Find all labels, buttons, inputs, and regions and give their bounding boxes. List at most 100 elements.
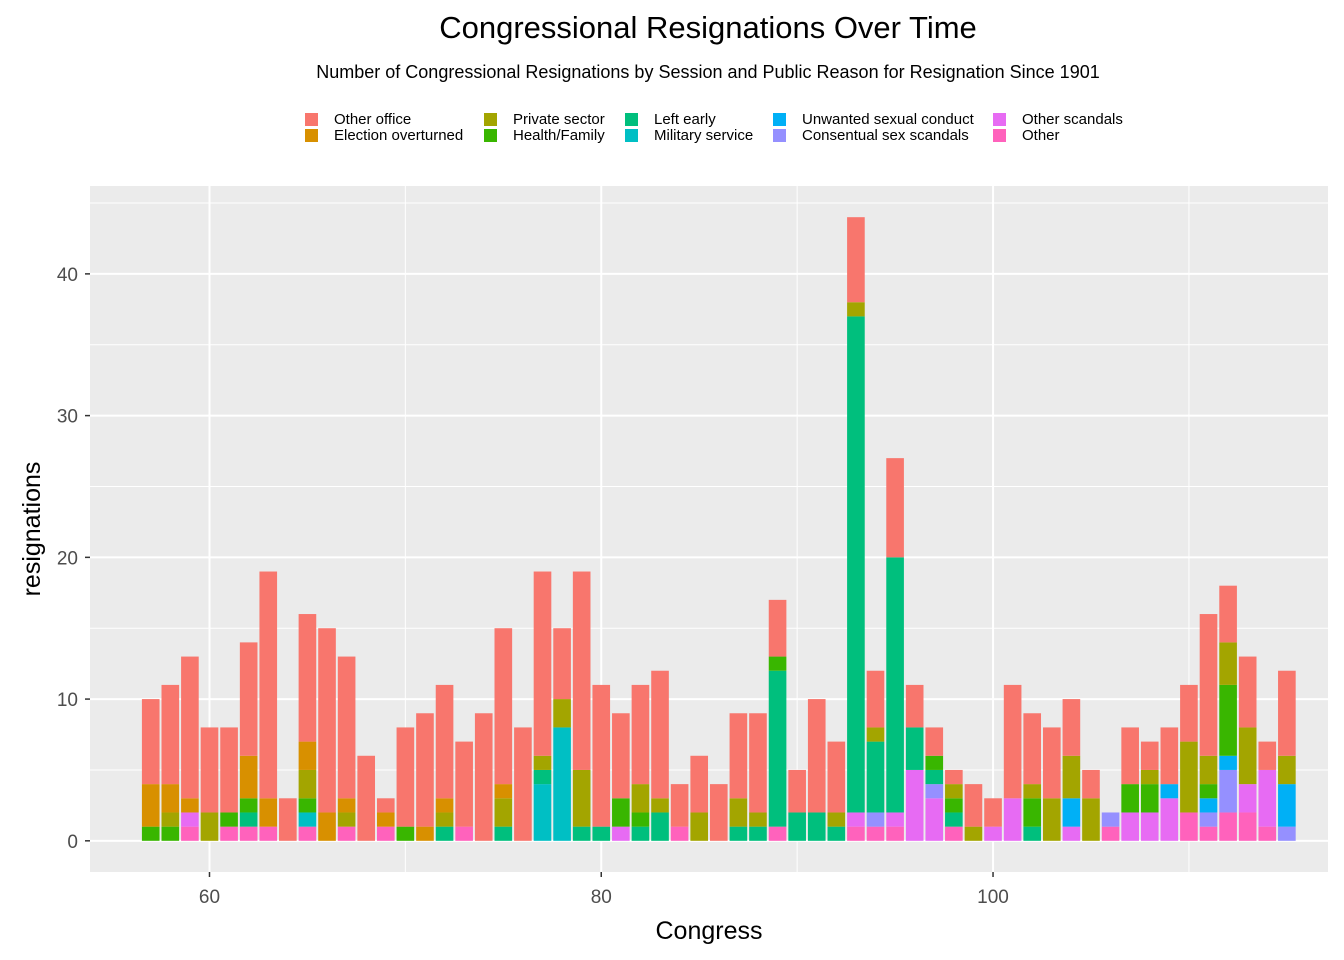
bar-segment-other-office xyxy=(612,713,630,799)
bar-segment-other-scandals xyxy=(1140,812,1159,841)
bar-segment-private-sector xyxy=(827,812,846,827)
bar-segment-other-office xyxy=(494,628,513,785)
legend-label: Left early xyxy=(654,111,716,128)
bar-congress-100 xyxy=(984,798,1002,841)
bar-segment-other xyxy=(847,826,865,841)
bar-segment-other-office xyxy=(709,784,728,841)
bar-congress-91 xyxy=(807,699,826,841)
legend-label: Other xyxy=(1022,127,1060,144)
bar-congress-66 xyxy=(318,628,336,841)
bar-segment-private-sector xyxy=(1082,798,1100,841)
bar-congress-57 xyxy=(141,699,160,841)
bar-segment-health-family xyxy=(945,798,963,813)
chart-title: Congressional Resignations Over Time xyxy=(439,10,977,45)
bar-congress-102 xyxy=(1023,713,1042,841)
bar-segment-left-early xyxy=(945,812,963,827)
bar-segment-unwanted-sexual-conduct xyxy=(1219,755,1237,770)
legend-swatch xyxy=(993,129,1006,142)
bar-congress-88 xyxy=(749,713,767,841)
bar-segment-other-office xyxy=(181,656,199,799)
bar-congress-97 xyxy=(925,727,944,841)
bar-segment-private-sector xyxy=(494,798,513,827)
bar-segment-consentual-sex-scandals xyxy=(866,812,885,827)
bar-congress-63 xyxy=(259,571,278,841)
bar-segment-health-family xyxy=(768,656,787,671)
bar-segment-other-office xyxy=(514,727,532,841)
bar-segment-other-office xyxy=(886,458,904,558)
bar-congress-85 xyxy=(690,755,709,841)
legend-swatch xyxy=(484,113,497,126)
bar-congress-89 xyxy=(768,599,787,841)
bar-segment-left-early xyxy=(847,316,865,813)
bar-segment-other-office xyxy=(279,798,297,841)
x-tick-label: 80 xyxy=(591,887,612,908)
bar-segment-other-office xyxy=(200,727,219,813)
bar-segment-health-family xyxy=(631,812,650,827)
bar-congress-99 xyxy=(964,784,983,841)
bar-congress-69 xyxy=(376,798,395,841)
x-tick-label: 100 xyxy=(977,887,1009,908)
bar-segment-other-office xyxy=(670,784,689,827)
legend-label: Election overturned xyxy=(334,127,464,144)
bar-segment-left-early xyxy=(494,826,513,841)
bar-segment-left-early xyxy=(886,557,904,813)
legend-swatch xyxy=(993,113,1006,126)
bar-congress-79 xyxy=(572,571,591,841)
bar-segment-unwanted-sexual-conduct xyxy=(1062,798,1081,827)
bar-segment-other-office xyxy=(259,571,278,799)
bar-congress-86 xyxy=(709,784,728,841)
bar-segment-other-office xyxy=(847,217,865,303)
bar-congress-93 xyxy=(847,217,865,841)
bar-congress-90 xyxy=(788,769,806,841)
bar-segment-other-office xyxy=(964,784,983,827)
bar-segment-health-family xyxy=(925,755,944,770)
bar-segment-consentual-sex-scandals xyxy=(1199,812,1218,827)
bar-congress-61 xyxy=(220,727,238,841)
bar-congress-73 xyxy=(455,741,473,841)
bar-segment-election-overturned xyxy=(181,798,199,813)
bar-segment-other-office xyxy=(1160,727,1179,785)
bar-segment-left-early xyxy=(925,769,944,785)
bar-segment-other-office xyxy=(1140,741,1159,770)
bar-segment-other-office xyxy=(905,684,924,728)
legend-swatch xyxy=(305,113,318,126)
bar-segment-other xyxy=(886,826,904,841)
bar-segment-health-family xyxy=(220,812,238,827)
bar-segment-other-office xyxy=(925,727,944,756)
bar-congress-84 xyxy=(670,784,689,841)
x-tick-label: 60 xyxy=(199,887,220,908)
bar-segment-health-family xyxy=(1121,784,1139,813)
bar-segment-other-office xyxy=(396,727,415,827)
bar-segment-other xyxy=(259,826,278,841)
bar-segment-other xyxy=(670,826,689,841)
bar-segment-other-office xyxy=(592,684,611,827)
bar-congress-83 xyxy=(651,670,669,841)
bar-congress-71 xyxy=(416,713,434,841)
y-tick-label: 20 xyxy=(57,548,78,569)
bar-segment-other-scandals xyxy=(1238,784,1257,813)
bar-segment-left-early xyxy=(827,826,846,841)
bar-congress-109 xyxy=(1160,727,1179,841)
bar-segment-health-family xyxy=(1023,798,1042,827)
bar-segment-other xyxy=(239,826,258,841)
bar-segment-military-service xyxy=(533,784,552,841)
bar-segment-other-office xyxy=(141,699,160,785)
bar-segment-other-office xyxy=(298,614,317,742)
legend-label: Other scandals xyxy=(1022,111,1123,128)
bar-segment-left-early xyxy=(533,769,552,785)
bar-congress-77 xyxy=(533,571,552,841)
bar-segment-other-office xyxy=(984,798,1002,827)
bar-segment-other-office xyxy=(357,755,376,841)
bar-segment-unwanted-sexual-conduct xyxy=(1199,798,1218,813)
chart-subtitle: Number of Congressional Resignations by … xyxy=(316,62,1100,82)
bar-congress-95 xyxy=(886,458,904,841)
bar-segment-other-office xyxy=(1219,585,1237,643)
bar-segment-other-office xyxy=(416,713,434,827)
bar-segment-other-office xyxy=(788,769,806,813)
bar-congress-115 xyxy=(1278,670,1296,841)
bar-segment-private-sector xyxy=(1219,642,1237,685)
bar-congress-64 xyxy=(279,798,297,841)
bar-congress-65 xyxy=(298,614,317,841)
bar-congress-107 xyxy=(1121,727,1139,841)
